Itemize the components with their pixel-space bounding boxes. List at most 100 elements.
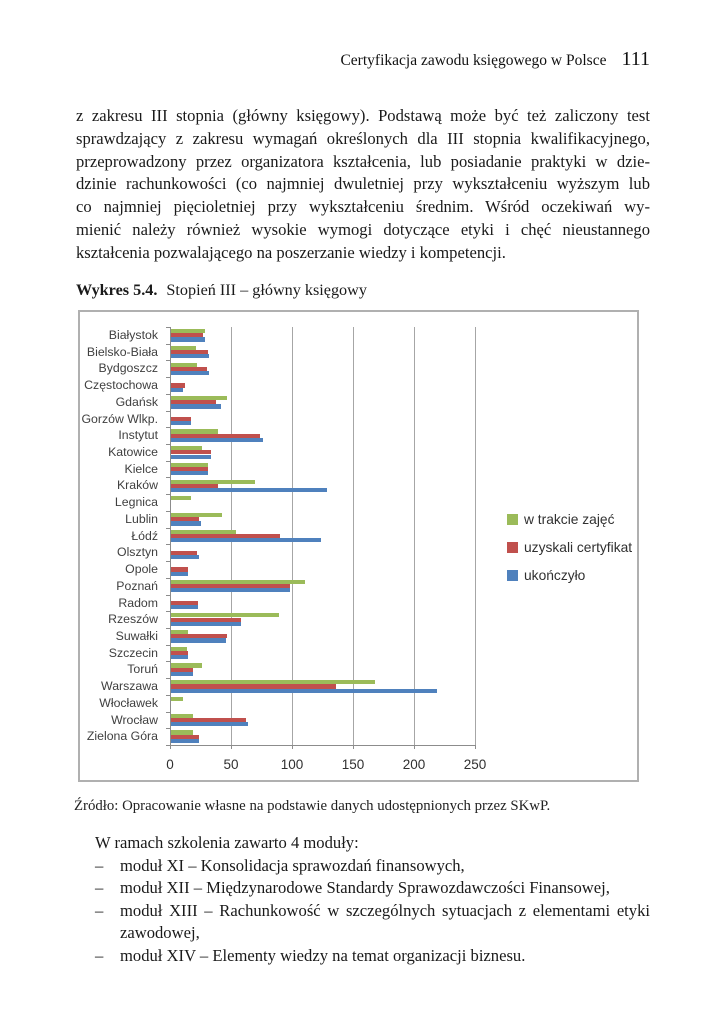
category-label: Legnica: [114, 495, 158, 510]
legend-label: uzyskali certyfikat: [524, 539, 633, 555]
y-axis-tickmark: [166, 544, 170, 546]
bar-uzyskali-certyfikat: [170, 467, 208, 472]
bar-ukończyło: [170, 521, 201, 526]
paragraph-line: sprawdzający z zakresu wymagań określony…: [76, 128, 650, 148]
category-label: Gorzów Wlkp.: [81, 411, 158, 426]
y-axis-tickmark: [166, 678, 170, 680]
bar-ukończyło: [170, 588, 290, 593]
bar-w-trakcie-zajęć: [170, 696, 184, 702]
y-axis-tickmark: [166, 561, 170, 563]
bar-uzyskali-certyfikat: [170, 584, 290, 589]
bar-uzyskali-certyfikat: [170, 734, 200, 739]
y-axis-tickmark: [166, 460, 170, 462]
bar-uzyskali-certyfikat: [170, 650, 189, 656]
chart-frame: Białystok Bielsko-Biała Bydgoszcz Częstocho…: [78, 310, 639, 782]
bar-ukończyło: [170, 538, 322, 543]
bar-uzyskali-certyfikat: [170, 533, 280, 539]
gridline-200: [414, 327, 415, 745]
category-label: Włocławek: [99, 695, 158, 710]
bar-w-trakcie-zajęć: [170, 680, 375, 685]
paragraph-line: z zakresu III stopnia (główny księgowy).…: [76, 106, 650, 125]
figure-caption: Wykres 5.4. Stopień III – główny księgowy: [76, 281, 367, 300]
bar-ukończyło: [170, 454, 212, 459]
modules-list: – moduł XI – Konsolidacja sprawozdań fina…: [95, 855, 650, 968]
bar-w-trakcie-zajęć: [170, 362, 197, 367]
bar-w-trakcie-zajęć: [170, 613, 279, 618]
running-title: Certyfikacja zawodu księgowego w Polsce: [340, 52, 607, 69]
bar-ukończyło: [170, 404, 222, 409]
x-tick-label: 150: [341, 757, 365, 772]
category-label: Szczecin: [108, 645, 158, 660]
bar-w-trakcie-zajęć: [170, 329, 206, 334]
bar-uzyskali-certyfikat: [170, 433, 261, 438]
legend-swatch-icon: [507, 569, 518, 581]
y-axis-tickmark: [166, 343, 170, 345]
bar-ukończyło: [170, 688, 438, 693]
x-axis-tickmark: [231, 745, 232, 749]
bar-uzyskali-certyfikat: [170, 483, 218, 488]
bar-uzyskali-certyfikat: [170, 450, 212, 455]
bar-uzyskali-certyfikat: [170, 517, 200, 522]
y-axis-tickmark: [166, 477, 170, 479]
bar-w-trakcie-zajęć: [170, 496, 191, 501]
y-axis-tickmark: [166, 577, 170, 579]
x-axis-line: [170, 745, 475, 746]
category-label: Poznań: [116, 578, 158, 593]
bar-w-trakcie-zajęć: [170, 663, 202, 668]
legend-item: uzyskali certyfikat: [507, 533, 632, 561]
x-axis-tickmark: [414, 745, 415, 749]
page-header: Certyfikacja zawodu księgowego w Polsce …: [340, 48, 650, 71]
legend-label: w trakcie zajęć: [524, 511, 615, 527]
legend-item: ukończyło: [507, 561, 632, 589]
bar-uzyskali-certyfikat: [170, 333, 203, 338]
y-axis-tickmark: [166, 494, 170, 496]
bar-ukończyło: [170, 571, 189, 576]
y-axis-line: [170, 327, 171, 745]
category-label: Olsztyn: [117, 545, 158, 560]
category-label: Bielsko-Biała: [86, 344, 158, 359]
y-axis-tickmark: [166, 611, 170, 613]
modules-intro: W ramach szkolenia zawarto 4 moduły:: [95, 833, 359, 852]
bar-ukończyło: [170, 722, 249, 727]
bar-ukończyło: [170, 437, 263, 442]
legend-label: ukończyło: [524, 567, 586, 583]
legend-item: w trakcie zajęć: [507, 505, 632, 533]
paragraph-line: mienić należy również wysokie wymogi dot…: [76, 219, 650, 239]
category-label: Rzeszów: [108, 612, 158, 627]
module-item-text: moduł XI – Konsolidacja sprawozdań finan…: [120, 855, 465, 875]
y-axis-tickmark: [166, 377, 170, 379]
y-axis-tickmark: [166, 510, 170, 512]
category-label: Warszawa: [101, 679, 158, 694]
gridline-150: [353, 327, 354, 745]
module-item-text: moduł XII – Międzynarodowe Standardy Spr…: [120, 878, 610, 898]
page-number: 111: [621, 48, 650, 70]
bar-w-trakcie-zajęć: [170, 730, 194, 735]
module-item: – moduł XIII – Rachunkowość w szczególnyc…: [95, 900, 650, 945]
x-axis-tickmark: [292, 745, 293, 749]
bar-uzyskali-certyfikat: [170, 600, 199, 605]
bar-w-trakcie-zajęć: [170, 512, 223, 518]
bar-w-trakcie-zajęć: [170, 345, 196, 350]
bar-uzyskali-certyfikat: [170, 366, 207, 371]
bar-uzyskali-certyfikat: [170, 383, 185, 388]
bar-uzyskali-certyfikat: [170, 400, 217, 405]
bar-ukończyło: [170, 354, 210, 359]
bar-ukończyło: [170, 554, 200, 559]
bar-uzyskali-certyfikat: [170, 667, 194, 672]
bar-uzyskali-certyfikat: [170, 550, 197, 555]
y-axis-tickmark: [166, 694, 170, 696]
bullet-dash: –: [95, 900, 104, 920]
y-axis-tickmark: [166, 745, 170, 746]
x-axis-tickmark: [353, 745, 354, 749]
category-label: Lublin: [125, 511, 158, 526]
bullet-dash: –: [95, 855, 104, 875]
bar-ukończyło: [170, 604, 199, 610]
bar-w-trakcie-zajęć: [170, 529, 236, 534]
category-label: Gdańsk: [115, 394, 158, 409]
bar-w-trakcie-zajęć: [170, 462, 208, 467]
category-label: Wrocław: [111, 712, 158, 727]
bar-w-trakcie-zajęć: [170, 395, 228, 401]
x-tick-label: 250: [463, 757, 487, 772]
module-item-text: moduł XIV – Elementy wiedzy na temat org…: [120, 945, 526, 965]
